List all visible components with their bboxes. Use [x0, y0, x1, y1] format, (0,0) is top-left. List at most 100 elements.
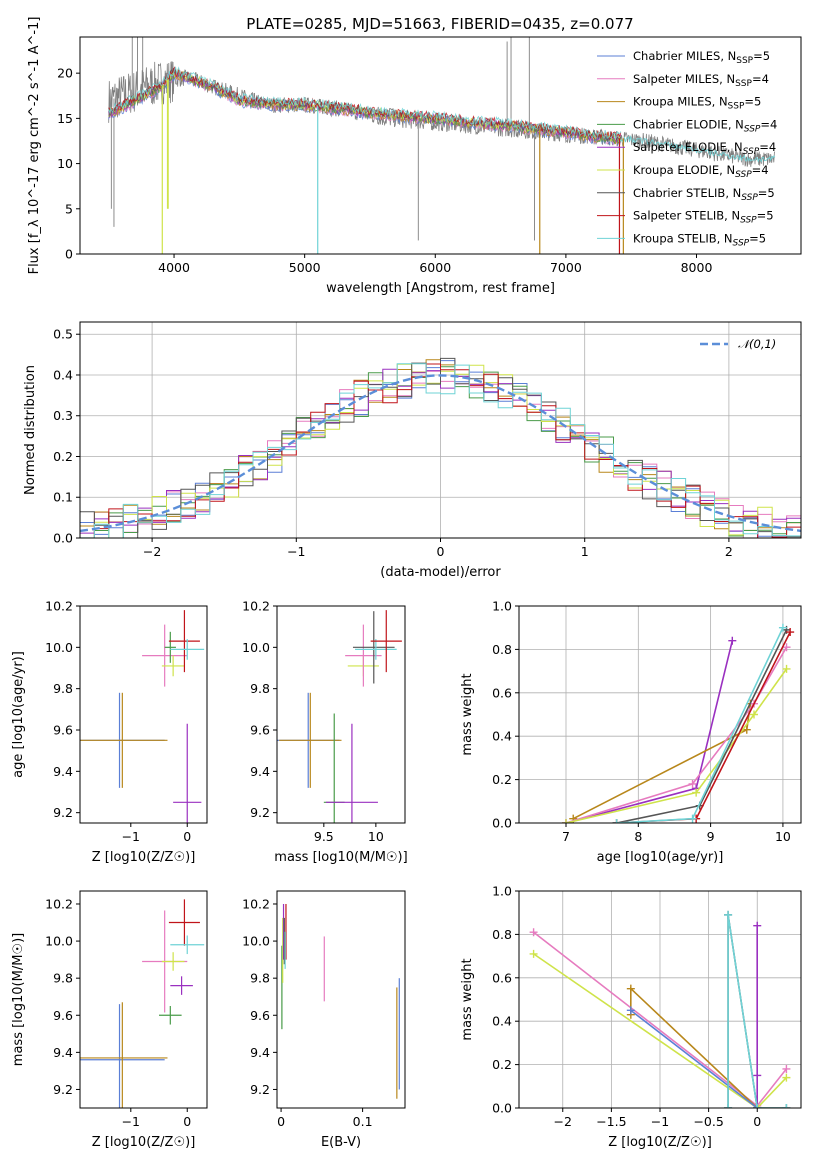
- y-tick-label: 5: [65, 201, 73, 216]
- x-tick-label: 8: [634, 829, 642, 844]
- age_vs_mass-xlabel: mass [log10(M/M☉)]: [274, 850, 407, 865]
- y-tick-label: 9.2: [53, 805, 73, 820]
- mass_vs_ebv-xlabel: E(B-V): [321, 1135, 361, 1150]
- legend-label: Kroupa ELODIE, NSSP=4: [633, 163, 769, 180]
- y-tick-label: 0.3: [53, 408, 73, 423]
- y-tick-label: 0.0: [492, 1101, 512, 1116]
- y-tick-label: 9.8: [53, 681, 73, 696]
- y-tick-label: 0.5: [53, 327, 73, 342]
- y-tick-label: 10.2: [242, 896, 270, 911]
- y-tick-label: 0.4: [53, 367, 73, 382]
- mass_vs_Z-xlabel: Z [log10(Z/Z☉)]: [92, 1135, 196, 1150]
- weight-marker: [626, 984, 635, 993]
- y-tick-label: 9.4: [250, 1045, 270, 1060]
- y-tick-label: 9.8: [53, 971, 73, 986]
- y-tick-label: 9.6: [250, 723, 270, 738]
- spectrum-frame: [79, 36, 802, 255]
- weight-line-chabrier-stelib: [616, 629, 788, 823]
- x-tick-label: −2: [143, 544, 161, 559]
- y-tick-label: 9.2: [53, 1082, 73, 1097]
- y-tick-label: 0: [65, 247, 73, 262]
- normal-curve: [80, 374, 801, 533]
- weight-marker: [786, 628, 795, 637]
- hist-salpeter-stelib: [80, 363, 801, 538]
- spectrum-xlabel: wavelength [Angstrom, rest frame]: [326, 281, 555, 296]
- y-tick-label: 9.4: [53, 1045, 73, 1060]
- weight-marker: [626, 1006, 635, 1015]
- weight-marker: [782, 1104, 791, 1108]
- weight-line-salpeter-miles: [565, 646, 788, 823]
- weight-marker: [612, 819, 621, 823]
- age_vs_Z-ylabel: age [log10(age/yr)]: [11, 651, 26, 778]
- y-tick-label: 10.2: [45, 896, 73, 911]
- y-tick-label: 0.1: [53, 490, 73, 505]
- y-tick-label: 0.6: [492, 685, 512, 700]
- weight_vs_age-panel: 7 8 9 10 0.0 0.2 0.4 0.6 0.8 1.0 age [log10(age/yr…: [460, 599, 802, 865]
- legend-label: Salpeter MILES, NSSP=4: [633, 72, 769, 89]
- spectrum-panel: 4000 5000 6000 7000 8000 0 5 10 15 20 wavelength […: [27, 17, 802, 296]
- weight-marker: [750, 710, 758, 719]
- mass_vs_ebv-plot-area: [281, 903, 400, 1099]
- y-tick-label: 0.6: [492, 970, 512, 985]
- weight-line-kroupa-stelib: [727, 914, 787, 1108]
- x-tick-label: 0.1: [353, 1114, 373, 1129]
- x-tick-label: 0: [183, 1114, 191, 1129]
- x-tick-label: 9: [707, 829, 715, 844]
- age_vs_Z-panel: −1 0 9.2 9.4 9.6 9.8 10.0 10.2 Z [log10(Z/Z☉)] ag…: [11, 599, 208, 865]
- y-tick-label: 10.0: [45, 934, 73, 949]
- weight-marker: [782, 1064, 791, 1073]
- y-tick-label: 9.4: [250, 764, 270, 779]
- x-tick-label: 6000: [419, 260, 451, 275]
- weight_vs_age-xlabel: age [log10(age/yr)]: [597, 850, 724, 865]
- y-tick-label: 10.0: [242, 934, 270, 949]
- spectrum-model-tail: [617, 135, 776, 163]
- age_vs_mass-plot-area: [277, 610, 402, 823]
- hist-kroupa-stelib: [80, 363, 801, 538]
- legend-label: Salpeter ELODIE, NSSP=4: [633, 140, 776, 157]
- mass_vs_Z-frame: [79, 890, 208, 1109]
- age_vs_Z-plot-area: [80, 610, 205, 823]
- x-tick-label: −1: [122, 1114, 140, 1129]
- legend-label: Kroupa MILES, NSSP=5: [633, 95, 761, 112]
- y-tick-label: 1.0: [492, 599, 512, 614]
- mass_vs_Z-panel: −1 0 9.2 9.4 9.6 9.8 10.0 10.2 Z [log10(Z/Z☉)] ma…: [11, 890, 208, 1150]
- x-tick-label: 0: [183, 829, 191, 844]
- y-tick-label: 9.4: [53, 764, 73, 779]
- age_vs_mass-frame: [276, 605, 406, 824]
- weight-marker: [753, 1104, 762, 1108]
- y-tick-label: 0.4: [492, 729, 512, 744]
- x-tick-label: 2: [725, 544, 733, 559]
- y-tick-label: 20: [57, 66, 73, 81]
- x-tick-label: 8000: [681, 260, 713, 275]
- x-tick-label: −0.5: [693, 1114, 723, 1129]
- y-tick-label: 0.2: [492, 772, 512, 787]
- x-tick-label: 10: [368, 829, 384, 844]
- weight-marker: [728, 636, 737, 645]
- x-tick-label: 10: [775, 829, 791, 844]
- spectrum-plot-area: [108, 37, 776, 254]
- y-tick-label: 0.2: [53, 449, 73, 464]
- spectrum-model-kroupa-stelib: [108, 66, 622, 140]
- x-tick-label: 7: [562, 829, 570, 844]
- mass_vs_Z-ylabel: mass [log10(M/M☉)]: [11, 933, 26, 1066]
- y-tick-label: 0.4: [492, 1014, 512, 1029]
- weight-line-chabrier-miles: [630, 1009, 758, 1108]
- spectrum-ylabel: Flux [f_λ 10^-17 erg cm^-2 s^-1 A^-1]: [27, 17, 42, 275]
- weight-marker: [688, 779, 697, 788]
- weight_vs_Z-panel: −2 −1.5 −1 −0.5 0 0.0 0.2 0.4 0.6 0.8 1.0 Z [log10(…: [460, 884, 802, 1150]
- legend-label: Chabrier STELIB, NSSP=5: [633, 186, 775, 203]
- y-tick-label: 10.2: [242, 599, 270, 614]
- mass_vs_ebv-frame: [276, 890, 406, 1109]
- y-tick-label: 9.6: [53, 1008, 73, 1023]
- y-tick-label: 0.0: [53, 531, 73, 546]
- weight-line-kroupa-stelib: [616, 627, 784, 823]
- weight-marker: [782, 664, 791, 673]
- x-tick-label: 4000: [158, 260, 190, 275]
- y-tick-label: 10.0: [242, 640, 270, 655]
- x-tick-label: 0: [437, 544, 445, 559]
- y-tick-label: 9.8: [250, 681, 270, 696]
- weight_vs_Z-xlabel: Z [log10(Z/Z☉)]: [608, 1135, 712, 1150]
- y-tick-label: 9.6: [53, 723, 73, 738]
- y-tick-label: 9.2: [250, 805, 270, 820]
